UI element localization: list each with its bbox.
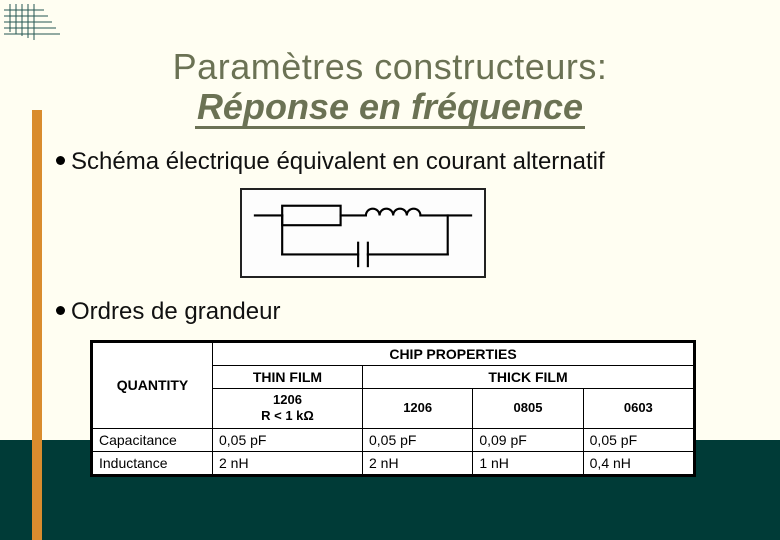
bullet-ordres-text: Ordres de grandeur — [71, 298, 280, 325]
th-thick-film: THICK FILM — [362, 366, 693, 389]
cell-t0603: 0,05 pF — [583, 428, 693, 451]
th-thin-1206-code: 1206 — [273, 392, 302, 407]
th-quantity: QUANTITY — [93, 343, 213, 429]
title-sub: Réponse en fréquence — [195, 88, 585, 129]
cell-thin: 0,05 pF — [213, 428, 363, 451]
bullet-dot-icon — [56, 306, 65, 315]
th-thick-1206: 1206 — [362, 389, 472, 429]
title-block: Paramètres constructeurs: Réponse en fré… — [0, 46, 780, 129]
bullet-schema: Schéma électrique équivalent en courant … — [56, 148, 605, 176]
cell-t1206: 2 nH — [362, 451, 472, 474]
cell-quantity: Inductance — [93, 451, 213, 474]
cell-t0805: 1 nH — [473, 451, 583, 474]
cell-quantity: Capacitance — [93, 428, 213, 451]
chip-properties-table: QUANTITY CHIP PROPERTIES THIN FILM THICK… — [90, 340, 696, 477]
th-thick-0603: 0603 — [583, 389, 693, 429]
th-thin-1206: 1206 R < 1 kΩ — [213, 389, 363, 429]
bullet-dot-icon — [56, 156, 65, 165]
table-row: Inductance 2 nH 2 nH 1 nH 0,4 nH — [93, 451, 694, 474]
circuit-diagram — [240, 188, 486, 278]
accent-bar — [32, 110, 42, 540]
th-thin-film: THIN FILM — [213, 366, 363, 389]
cell-thin: 2 nH — [213, 451, 363, 474]
cell-t1206: 0,05 pF — [362, 428, 472, 451]
th-chip-properties: CHIP PROPERTIES — [213, 343, 694, 366]
table-row: Capacitance 0,05 pF 0,05 pF 0,09 pF 0,05… — [93, 428, 694, 451]
corner-decoration — [4, 4, 64, 44]
cell-t0805: 0,09 pF — [473, 428, 583, 451]
cell-t0603: 0,4 nH — [583, 451, 693, 474]
title-main: Paramètres constructeurs: — [0, 46, 780, 88]
bullet-schema-text: Schéma électrique équivalent en courant … — [71, 148, 605, 175]
bullet-ordres: Ordres de grandeur — [56, 298, 280, 326]
th-thin-1206-r: R < 1 kΩ — [261, 408, 314, 423]
th-thick-0805: 0805 — [473, 389, 583, 429]
